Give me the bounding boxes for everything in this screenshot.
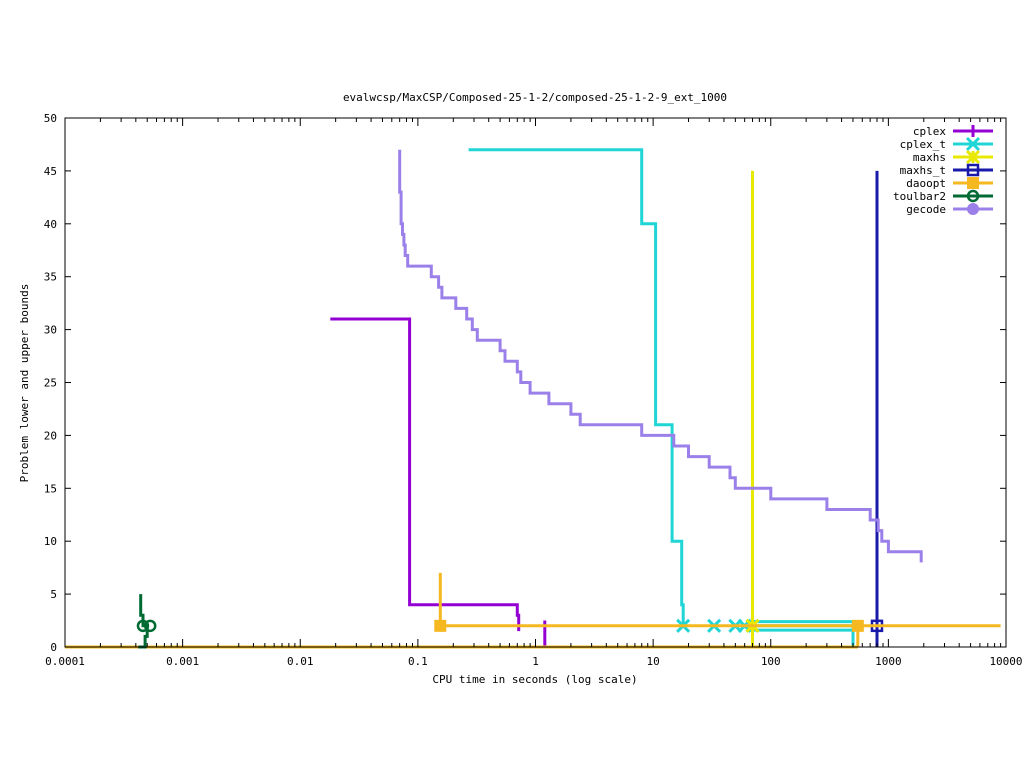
legend-label: toulbar2 — [893, 190, 946, 203]
y-tick-label: 10 — [44, 535, 57, 548]
y-tick-label: 30 — [44, 324, 57, 337]
legend-marker — [967, 125, 979, 137]
legend-marker — [966, 163, 980, 177]
x-tick-label: 1 — [532, 655, 539, 668]
y-tick-label: 15 — [44, 482, 57, 495]
legend: cplexcplex_tmaxhsmaxhs_tdaoopttoulbar2ge… — [893, 125, 993, 216]
legend-item-maxhs: maxhs — [913, 149, 993, 165]
legend-marker — [965, 136, 981, 152]
series-toulbar2-point-shape — [143, 619, 157, 633]
x-tick-label: 0.0001 — [45, 655, 85, 668]
series-toulbar2-point-shape — [136, 619, 150, 633]
axes-layer: 0 5 10 15 20 25 30 35 40 45 50 0.0001 0.001 0.01 0.1 1 1… — [44, 112, 1023, 668]
series-daoopt — [65, 572, 1001, 649]
series-layer — [65, 148, 1001, 649]
series-gecode — [398, 149, 923, 563]
legend-marker-shape — [967, 203, 979, 215]
x-axis-label: CPU time in seconds (log scale) — [432, 673, 637, 686]
series-cplex_t-line — [468, 148, 685, 626]
y-tick-label: 20 — [44, 429, 57, 442]
series-cplex — [330, 317, 547, 647]
y-tick-label: 5 — [50, 588, 57, 601]
series-maxhs — [745, 170, 760, 647]
x-tick-label: 0.001 — [166, 655, 199, 668]
series-maxhs_t — [870, 170, 884, 647]
y-tick-label: 0 — [50, 641, 57, 654]
legend-item-cplex_t: cplex_t — [900, 136, 993, 152]
y-tick-label: 45 — [44, 165, 57, 178]
legend-marker-shape — [967, 125, 979, 137]
series-daoopt-point-shape — [851, 619, 864, 632]
legend-marker-shape — [966, 189, 980, 203]
series-cplex-line — [330, 317, 521, 632]
y-tick-label: 25 — [44, 377, 57, 390]
legend-item-cplex: cplex — [913, 125, 993, 138]
legend-marker-shape — [966, 163, 980, 177]
chart-title: evalwcsp/MaxCSP/Composed-25-1-2/composed… — [343, 91, 727, 104]
plot-frame — [64, 117, 1007, 648]
legend-label: daoopt — [906, 177, 946, 190]
legend-label: maxhs_t — [900, 164, 946, 177]
series-daoopt-point-shape — [434, 619, 447, 632]
x-tick-label: 1000 — [875, 655, 902, 668]
series-daoopt-point — [434, 619, 447, 632]
x-tick-label: 100 — [761, 655, 781, 668]
legend-label: maxhs — [913, 151, 946, 164]
legend-marker — [966, 189, 980, 203]
series-cplex_t — [468, 148, 855, 647]
legend-marker — [965, 149, 981, 165]
series-toulbar2-point — [136, 619, 150, 633]
legend-item-gecode: gecode — [906, 203, 993, 216]
legend-marker-shape — [965, 136, 981, 152]
x-tick-label: 0.1 — [408, 655, 428, 668]
x-tick-label: 10000 — [989, 655, 1022, 668]
y-tick-label: 40 — [44, 218, 57, 231]
series-gecode-line — [398, 149, 923, 563]
legend-label: gecode — [906, 203, 946, 216]
legend-marker — [967, 203, 979, 215]
legend-item-maxhs_t: maxhs_t — [900, 163, 993, 177]
legend-marker-shape — [965, 149, 981, 165]
y-tick-label: 50 — [44, 112, 57, 125]
legend-marker — [967, 177, 979, 189]
x-tick-label: 0.01 — [287, 655, 314, 668]
y-axis-label: Problem lower and upper bounds — [18, 284, 31, 483]
series-toulbar2-point — [143, 619, 157, 633]
legend-label: cplex — [913, 125, 946, 138]
series-daoopt-point — [851, 619, 864, 632]
legend-item-daoopt: daoopt — [906, 177, 993, 190]
legend-item-toulbar2: toulbar2 — [893, 189, 993, 203]
x-tick-label: 10 — [647, 655, 660, 668]
legend-label: cplex_t — [900, 138, 946, 151]
legend-marker-shape — [967, 177, 979, 189]
y-tick-label: 35 — [44, 271, 57, 284]
series-toulbar2 — [136, 594, 157, 649]
